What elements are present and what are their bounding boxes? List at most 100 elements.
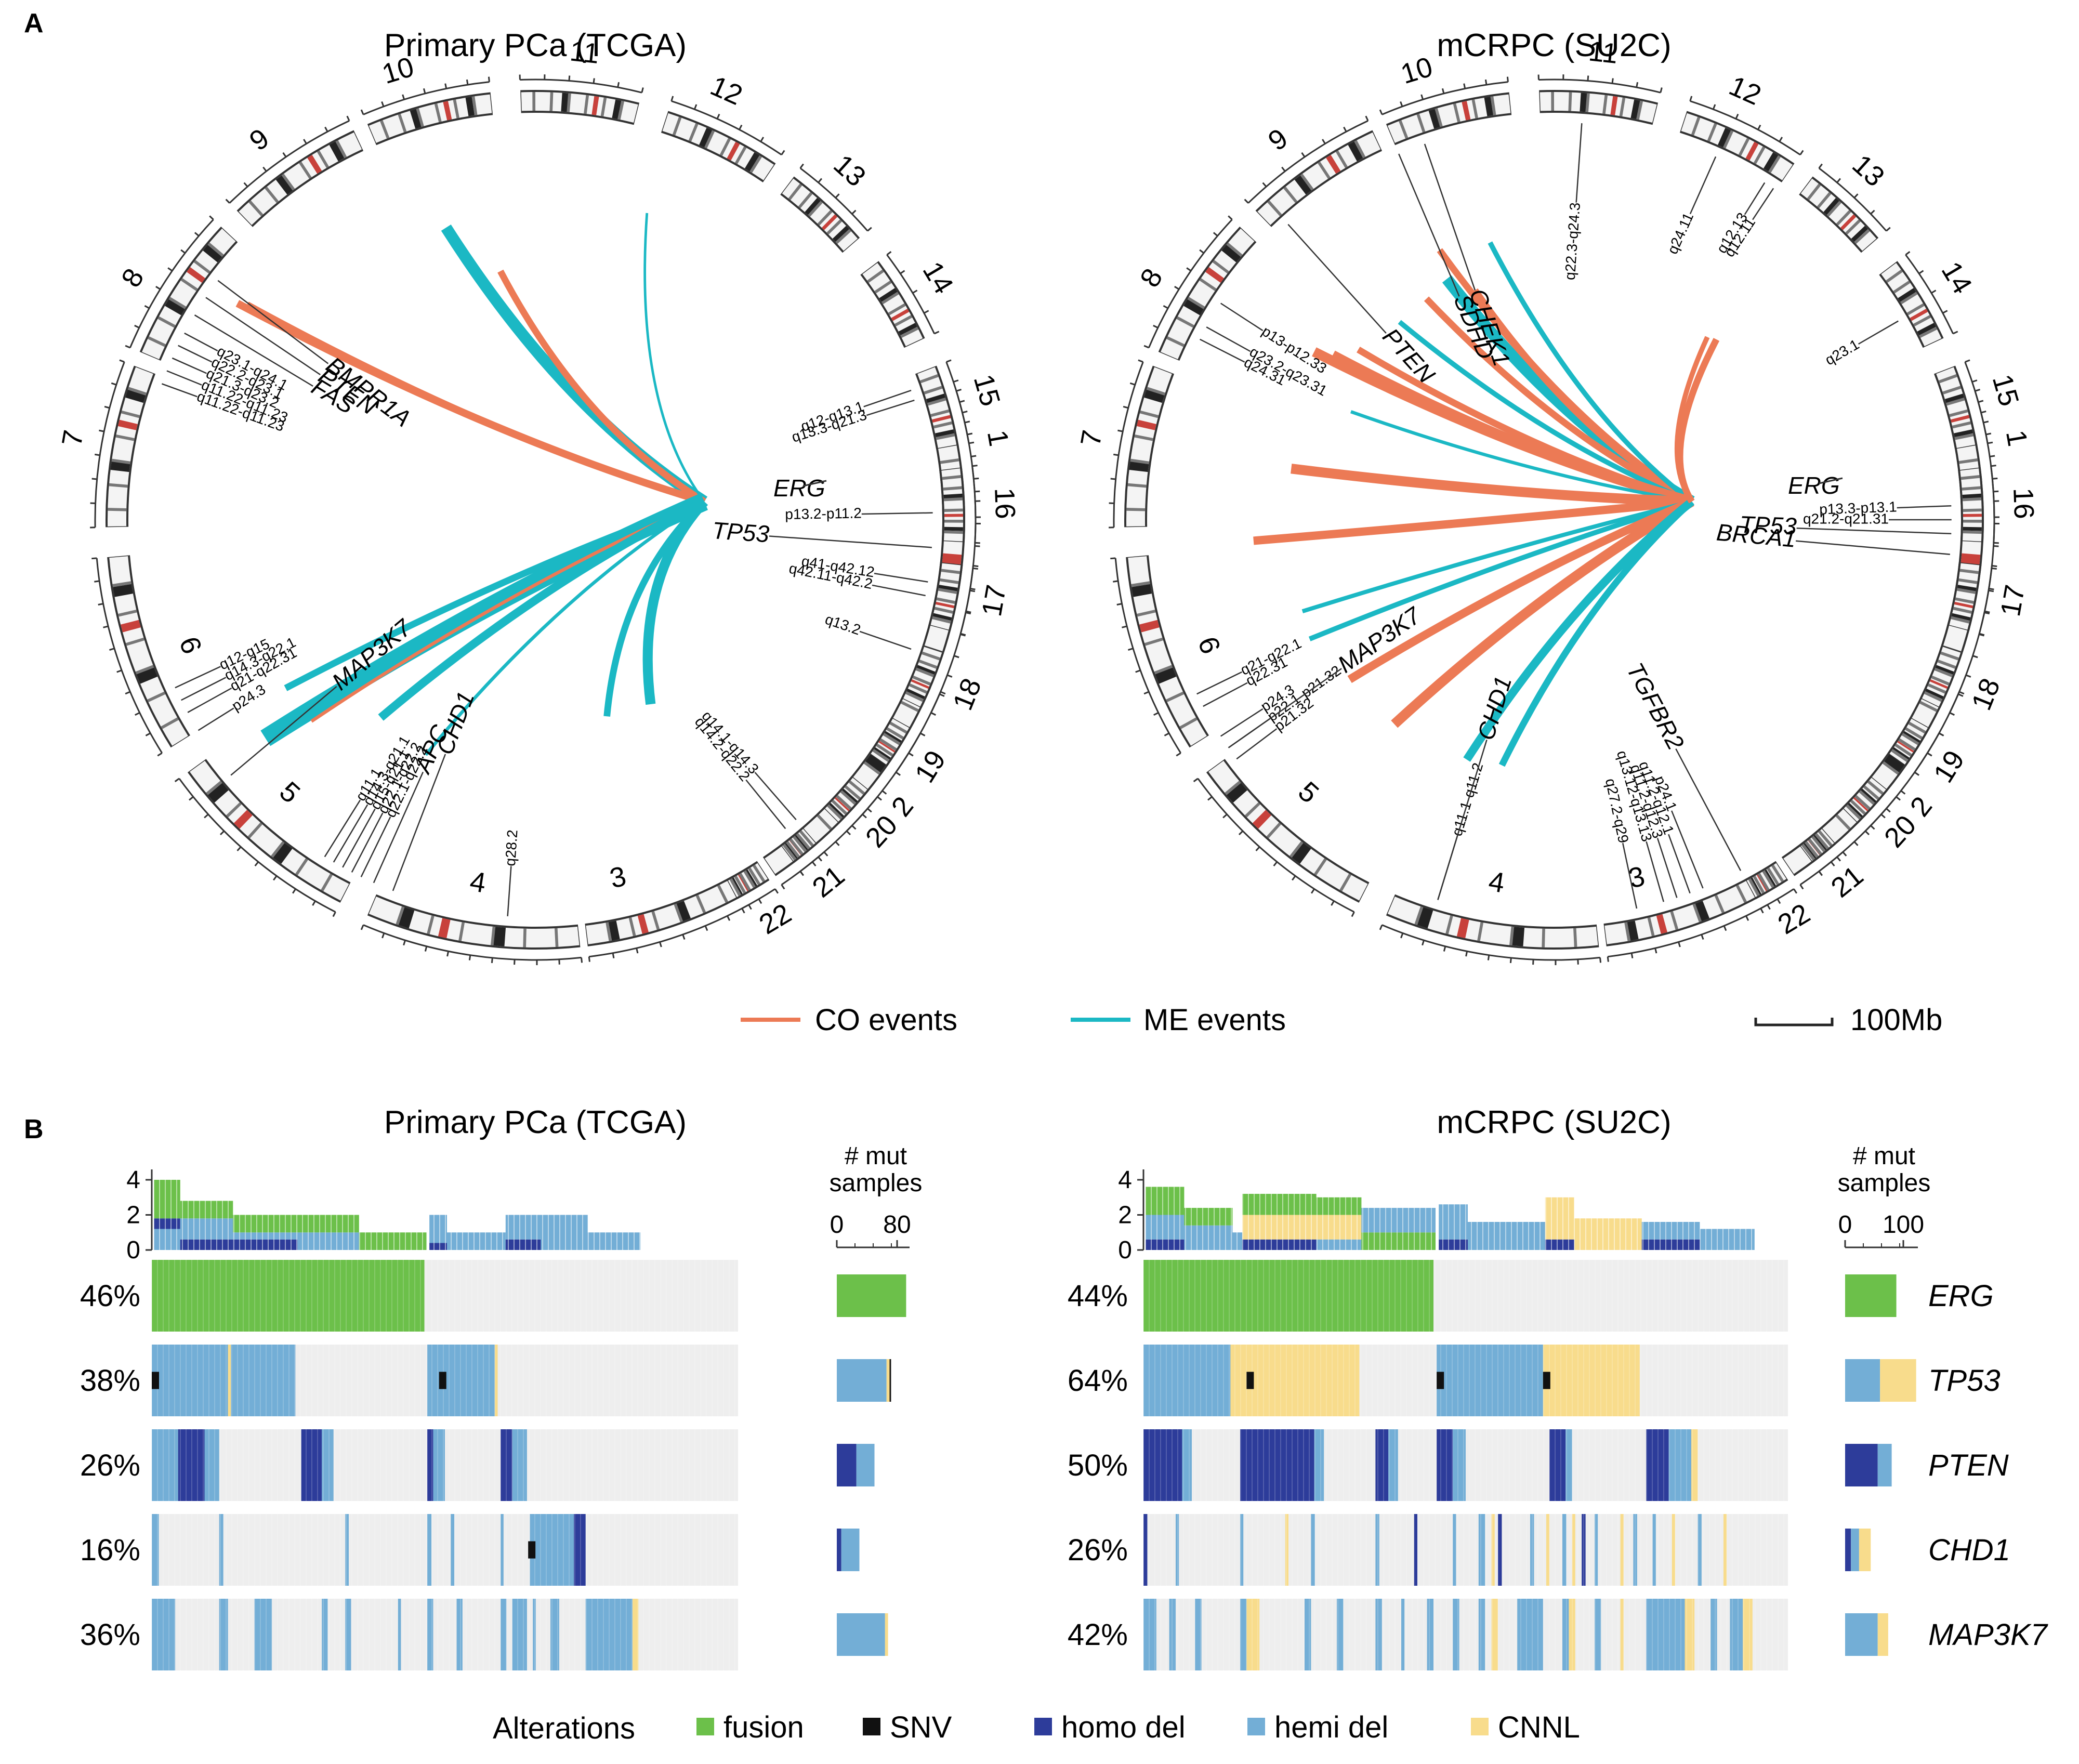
alteration-cell: [1491, 1599, 1498, 1670]
band-leader: [166, 370, 202, 386]
chromosome-18: 18: [901, 645, 988, 716]
scale-bar: [1754, 1018, 1834, 1026]
alteration-cell: [1143, 1599, 1156, 1670]
oncoprint-row-pten: 26%: [80, 1429, 875, 1501]
alteration-cell: [1375, 1599, 1382, 1670]
chromosome-6: 6: [1110, 555, 1227, 757]
top-bar-segment: [154, 1218, 180, 1229]
band-leader: [198, 707, 234, 731]
alteration-cell: [427, 1514, 432, 1586]
top-bar-segment: [1641, 1222, 1700, 1240]
me-link: [642, 498, 708, 705]
chromosome-14: 14: [860, 251, 959, 348]
alteration-cell: [494, 1345, 498, 1416]
alteration-cell: [152, 1260, 425, 1332]
cytoband-label: q28.2: [502, 829, 521, 866]
band-leader: [1646, 841, 1664, 902]
top-bar-segment: [233, 1215, 298, 1233]
chromosome-9: 9: [1244, 115, 1383, 227]
chromosome-label: 8: [115, 263, 150, 293]
cytoband-label: q23.1: [1822, 336, 1862, 368]
legend-label: hemi del: [1274, 1710, 1388, 1744]
side-bar-segment: [837, 1529, 841, 1571]
alteration-cell: [1195, 1599, 1202, 1670]
alteration-cell: [1337, 1599, 1344, 1670]
snv-mark: [439, 1372, 446, 1389]
top-bar-segment: [180, 1218, 233, 1240]
band-leader: [1196, 671, 1243, 695]
alteration-cell: [322, 1599, 328, 1670]
alteration-cell: [1691, 1429, 1698, 1501]
alteration-cell: [1565, 1429, 1572, 1501]
chromosome-20: 20: [823, 775, 903, 853]
co-link: [1674, 336, 1710, 503]
alteration-cell: [1453, 1599, 1459, 1670]
alteration-cell: [219, 1599, 228, 1670]
alteration-cell: [152, 1599, 176, 1670]
legend-label: CNNL: [1498, 1710, 1580, 1744]
side-bar-segment: [1845, 1529, 1851, 1571]
alteration-cell: [1176, 1514, 1179, 1586]
alteration-cell: [530, 1514, 574, 1586]
alteration-cell: [228, 1345, 231, 1416]
band-leader: [861, 512, 933, 515]
top-bar-segment: [505, 1215, 541, 1240]
oncoprint-row-pten: 50% PTEN: [1068, 1429, 2009, 1501]
alteration-cell: [574, 1514, 586, 1586]
alteration-cell: [1375, 1429, 1389, 1501]
side-axis-label: # mut: [845, 1142, 907, 1170]
co-link: [1253, 497, 1692, 545]
chromosome-13: 13: [780, 149, 872, 253]
side-bar-segment: [837, 1444, 857, 1486]
alteration-percent: 36%: [80, 1618, 140, 1652]
chromosome-label: 18: [1966, 674, 2006, 715]
alteration-cell: [533, 1599, 536, 1670]
band-leader: [1622, 842, 1638, 909]
side-bar-segment: [1845, 1359, 1880, 1402]
gene-leader: [1675, 748, 1742, 871]
legend-swatch-hemi-del: [1247, 1718, 1265, 1735]
top-bar-segment: [154, 1229, 180, 1250]
co-link: [247, 301, 705, 504]
cytoband-label: q24.11: [1664, 210, 1696, 257]
alteration-cell: [1498, 1514, 1502, 1586]
side-bar-segment: [889, 1359, 891, 1402]
gene-leader: [1437, 740, 1488, 900]
alteration-percent: 50%: [1068, 1449, 1128, 1482]
side-axis-label: samples: [830, 1169, 923, 1197]
band-leader: [1236, 728, 1278, 760]
co-link: [497, 269, 706, 505]
alteration-cell: [1710, 1599, 1717, 1670]
band-leader: [1220, 302, 1264, 332]
band-leader: [324, 799, 361, 858]
snv-mark: [152, 1372, 159, 1389]
chromosome-label: 7: [56, 428, 89, 449]
oncoprint-su2c: mCRPC (SU2C) 0 2 4 44% ERG 64% TP53 50% PTEN 26% C…: [1068, 1104, 2049, 1670]
chromosome-label: 1: [981, 428, 1015, 449]
alteration-cell: [152, 1514, 159, 1586]
side-bar-segment: [1877, 1613, 1888, 1656]
alterations-legend-title: Alterations: [493, 1712, 635, 1745]
band-leader: [1206, 326, 1251, 352]
top-bar-segment: [587, 1232, 641, 1250]
me-link: [1498, 499, 1694, 767]
chromosome-label: 14: [916, 256, 959, 299]
alteration-cell: [501, 1429, 512, 1501]
alteration-cell: [1743, 1599, 1753, 1670]
alteration-cell: [1414, 1514, 1417, 1586]
alteration-cell: [301, 1429, 322, 1501]
alteration-cell: [204, 1429, 219, 1501]
alteration-cell: [1240, 1514, 1244, 1586]
chromosome-19: 19: [1887, 717, 1970, 788]
side-axis-tick: 0: [830, 1211, 844, 1239]
chromosome-label: 16: [2007, 487, 2039, 519]
alteration-cell: [1595, 1514, 1598, 1586]
band-leader: [872, 584, 926, 597]
band-leader: [1668, 834, 1691, 894]
me-link: [378, 497, 706, 721]
gene-label: CHD1: [1472, 673, 1517, 743]
me-link: [643, 213, 705, 503]
chromosome-11: 11: [519, 35, 644, 125]
